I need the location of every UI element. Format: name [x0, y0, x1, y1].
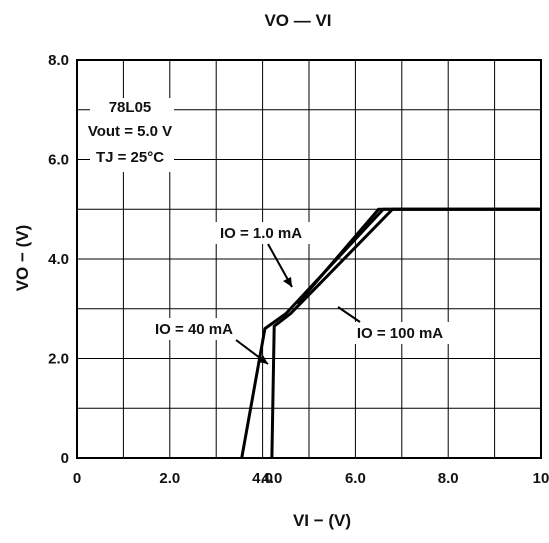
x-tick-label: 6.0	[345, 470, 366, 487]
annotation-label-100ma: IO = 100 mA	[357, 325, 443, 342]
annotation-1ma: IO = 1.0 mA	[212, 222, 310, 288]
y-axis-label: VO − (V)	[13, 225, 32, 292]
series-line-3	[270, 207, 541, 459]
y-tick-label: 0	[61, 450, 69, 467]
condition-vout: Vout = 5.0 V	[88, 123, 172, 140]
x-tick-label: 4.0	[252, 470, 273, 487]
chart-title: VO — VI	[264, 11, 331, 30]
x-tick-label: 2.0	[159, 470, 180, 487]
x-tick-labels: 0 2.0 4.04.0 6.0 8.0 10	[73, 470, 549, 487]
x-tick-label: 4.0	[261, 470, 282, 487]
plot-frame	[76, 59, 542, 459]
series-lines	[240, 207, 541, 459]
annotation-100ma: IO = 100 mA	[337, 306, 450, 344]
y-tick-label: 6.0	[48, 152, 69, 169]
x-tick-label: 8.0	[438, 470, 459, 487]
x-tick-label: 0	[73, 470, 81, 487]
y-tick-label: 2.0	[48, 351, 69, 368]
y-tick-label: 4.0	[48, 251, 69, 268]
annotation-label-40ma: IO = 40 mA	[155, 321, 233, 338]
annotation-40ma: IO = 40 mA	[152, 318, 269, 365]
series-line-1	[296, 207, 541, 305]
x-tick-label: 10	[533, 470, 549, 487]
condition-device: 78L05	[109, 99, 152, 116]
condition-tj: TJ = 25°C	[96, 149, 164, 166]
annotation-label-1ma: IO = 1.0 mA	[220, 225, 302, 242]
conditions-box: 78L05 Vout = 5.0 V TJ = 25°C	[88, 98, 174, 172]
y-tick-label: 8.0	[48, 52, 69, 69]
y-tick-labels: 0 2.0 4.0 6.0 8.0	[48, 52, 69, 467]
x-axis-label: VI − (V)	[293, 511, 351, 530]
